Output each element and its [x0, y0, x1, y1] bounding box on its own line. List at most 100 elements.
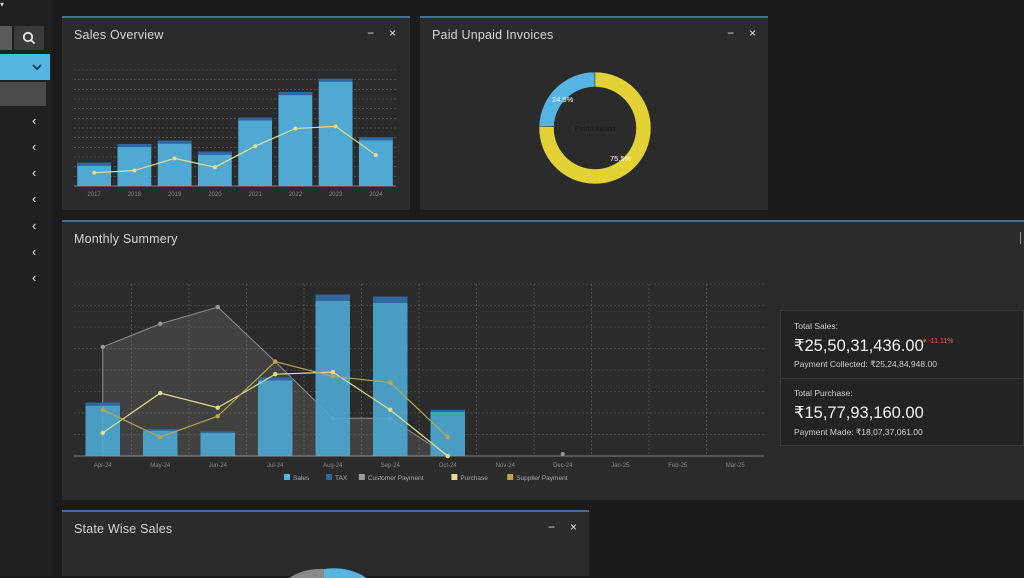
x-tick-label: 2018: [128, 192, 142, 198]
legend-label: Purchase: [460, 475, 488, 482]
payment-collected: Payment Collected: ₹25,24,84,948.00: [794, 359, 937, 369]
bar-tax: [143, 429, 178, 431]
sidebar-item-4[interactable]: ‹: [32, 192, 42, 206]
line-point: [100, 407, 105, 413]
x-tick-label: 2019: [168, 192, 182, 198]
chevron-left-icon: ‹: [32, 218, 37, 233]
state-wise-sales-panel: State Wise Sales − ×: [62, 510, 589, 578]
search-input[interactable]: [0, 26, 12, 50]
line-point: [388, 380, 393, 385]
x-tick-label: Feb-25: [668, 463, 688, 469]
sidebar-item-3[interactable]: ‹: [32, 166, 42, 180]
line-point: [92, 170, 97, 175]
x-tick-label: Jun-24: [209, 463, 228, 469]
line-point: [445, 453, 450, 459]
line-point: [215, 413, 220, 419]
minimize-button[interactable]: −: [548, 520, 556, 534]
bar-tax: [315, 294, 350, 301]
bar-tax: [157, 140, 192, 144]
x-tick-label: 2022: [289, 192, 303, 198]
close-button[interactable]: ×: [570, 520, 578, 534]
pie-slice: [324, 568, 367, 578]
x-tick-label: May-24: [150, 463, 171, 469]
area-point: [158, 321, 163, 327]
legend-label: Sales: [293, 475, 310, 482]
bar: [373, 302, 408, 456]
bar: [318, 78, 353, 186]
legend-swatch: [284, 474, 290, 480]
bar-tax: [77, 162, 112, 166]
chevron-left-icon: ‹: [32, 139, 37, 154]
line-point: [445, 434, 450, 440]
minimize-button[interactable]: −: [367, 26, 375, 40]
bar-tax: [258, 377, 293, 381]
divider: [781, 378, 1023, 379]
panel-title: Sales Overview: [74, 28, 164, 42]
area-point: [100, 344, 105, 350]
line-point: [273, 359, 278, 364]
sidebar-item-7[interactable]: ‹: [32, 271, 42, 285]
bar: [143, 430, 178, 456]
panel-title: Monthly Summery: [74, 232, 178, 246]
x-tick-label: Oct-24: [439, 463, 458, 469]
x-tick-label: Jul-24: [267, 463, 284, 469]
x-tick-label: Nov-24: [496, 463, 516, 469]
search-button[interactable]: [14, 26, 44, 50]
x-tick-label: 2023: [329, 192, 343, 198]
bar: [258, 380, 293, 456]
line-point: [373, 153, 378, 158]
minimize-button[interactable]: −: [727, 26, 735, 40]
x-tick-label: Aug-24: [323, 463, 343, 469]
legend-swatch: [326, 474, 332, 480]
x-tick-label: 2017: [87, 192, 101, 198]
line-point: [330, 369, 335, 375]
x-tick-label: Apr-24: [94, 463, 113, 469]
search-icon: [22, 31, 36, 45]
state-wise-pie: [289, 568, 367, 578]
chevron-left-icon: ‹: [32, 113, 37, 128]
bar: [358, 137, 393, 186]
bar: [430, 411, 465, 456]
sidebar-item-6[interactable]: ‹: [32, 245, 42, 259]
bar: [278, 92, 313, 186]
line-point: [388, 407, 393, 413]
line-point: [293, 126, 298, 131]
sales-overview-chart: 2017 2018 2019 2020 2021 2022 2023 2024: [74, 69, 396, 198]
monthly-summary-chart: Apr-24 May-24 Jun-24 Jul-24 Aug-24 Sep-24 Oct-…: [74, 283, 764, 482]
total-purchase-label: Total Purchase:: [794, 388, 853, 398]
x-tick-label: Sep-24: [381, 463, 401, 469]
company-select[interactable]: [0, 54, 50, 80]
paid-unpaid-panel: Paid Unpaid Invoices − × 24.5% 75.5% Paid/…: [420, 16, 768, 210]
paid-unpaid-donut: 24.5% 75.5% Paid/Unpaid: [538, 71, 652, 185]
sidebar-item-1[interactable]: ‹: [32, 114, 42, 128]
x-tick-label: Mar-25: [726, 463, 746, 469]
total-sales-value: ₹25,50,31,436.00: [794, 337, 924, 355]
sales-change-badge: ▾ -11.11%: [923, 338, 954, 345]
legend-label: Customer Payment: [368, 475, 424, 482]
close-button[interactable]: ×: [389, 26, 397, 40]
chevron-left-icon: ‹: [32, 270, 37, 285]
sidebar-active-item[interactable]: [0, 82, 46, 106]
chevron-left-icon: ‹: [32, 165, 37, 180]
pie-slice: [289, 568, 324, 578]
line-point: [158, 434, 163, 440]
sidebar-item-5[interactable]: ‹: [32, 219, 42, 233]
line-point: [273, 371, 278, 377]
panel-edge-control[interactable]: [1020, 232, 1024, 244]
panel-title: State Wise Sales: [74, 522, 173, 536]
total-purchase-value: ₹15,77,93,160.00: [794, 404, 924, 422]
sidebar-item-2[interactable]: ‹: [32, 140, 42, 154]
bar-tax: [358, 137, 393, 141]
line-point: [172, 156, 177, 161]
close-button[interactable]: ×: [749, 26, 757, 40]
line-series: [94, 125, 377, 174]
total-sales-label: Total Sales:: [794, 321, 838, 331]
chevron-left-icon: ‹: [32, 244, 37, 259]
x-tick-label: 2024: [369, 192, 383, 198]
bar-tax: [278, 92, 313, 96]
legend-swatch: [358, 474, 365, 480]
donut-slice: [538, 71, 652, 185]
payment-made: Payment Made: ₹18,07,37,061.00: [794, 427, 923, 437]
legend-label: Supplier Payment: [516, 475, 567, 482]
line-point: [212, 165, 217, 170]
